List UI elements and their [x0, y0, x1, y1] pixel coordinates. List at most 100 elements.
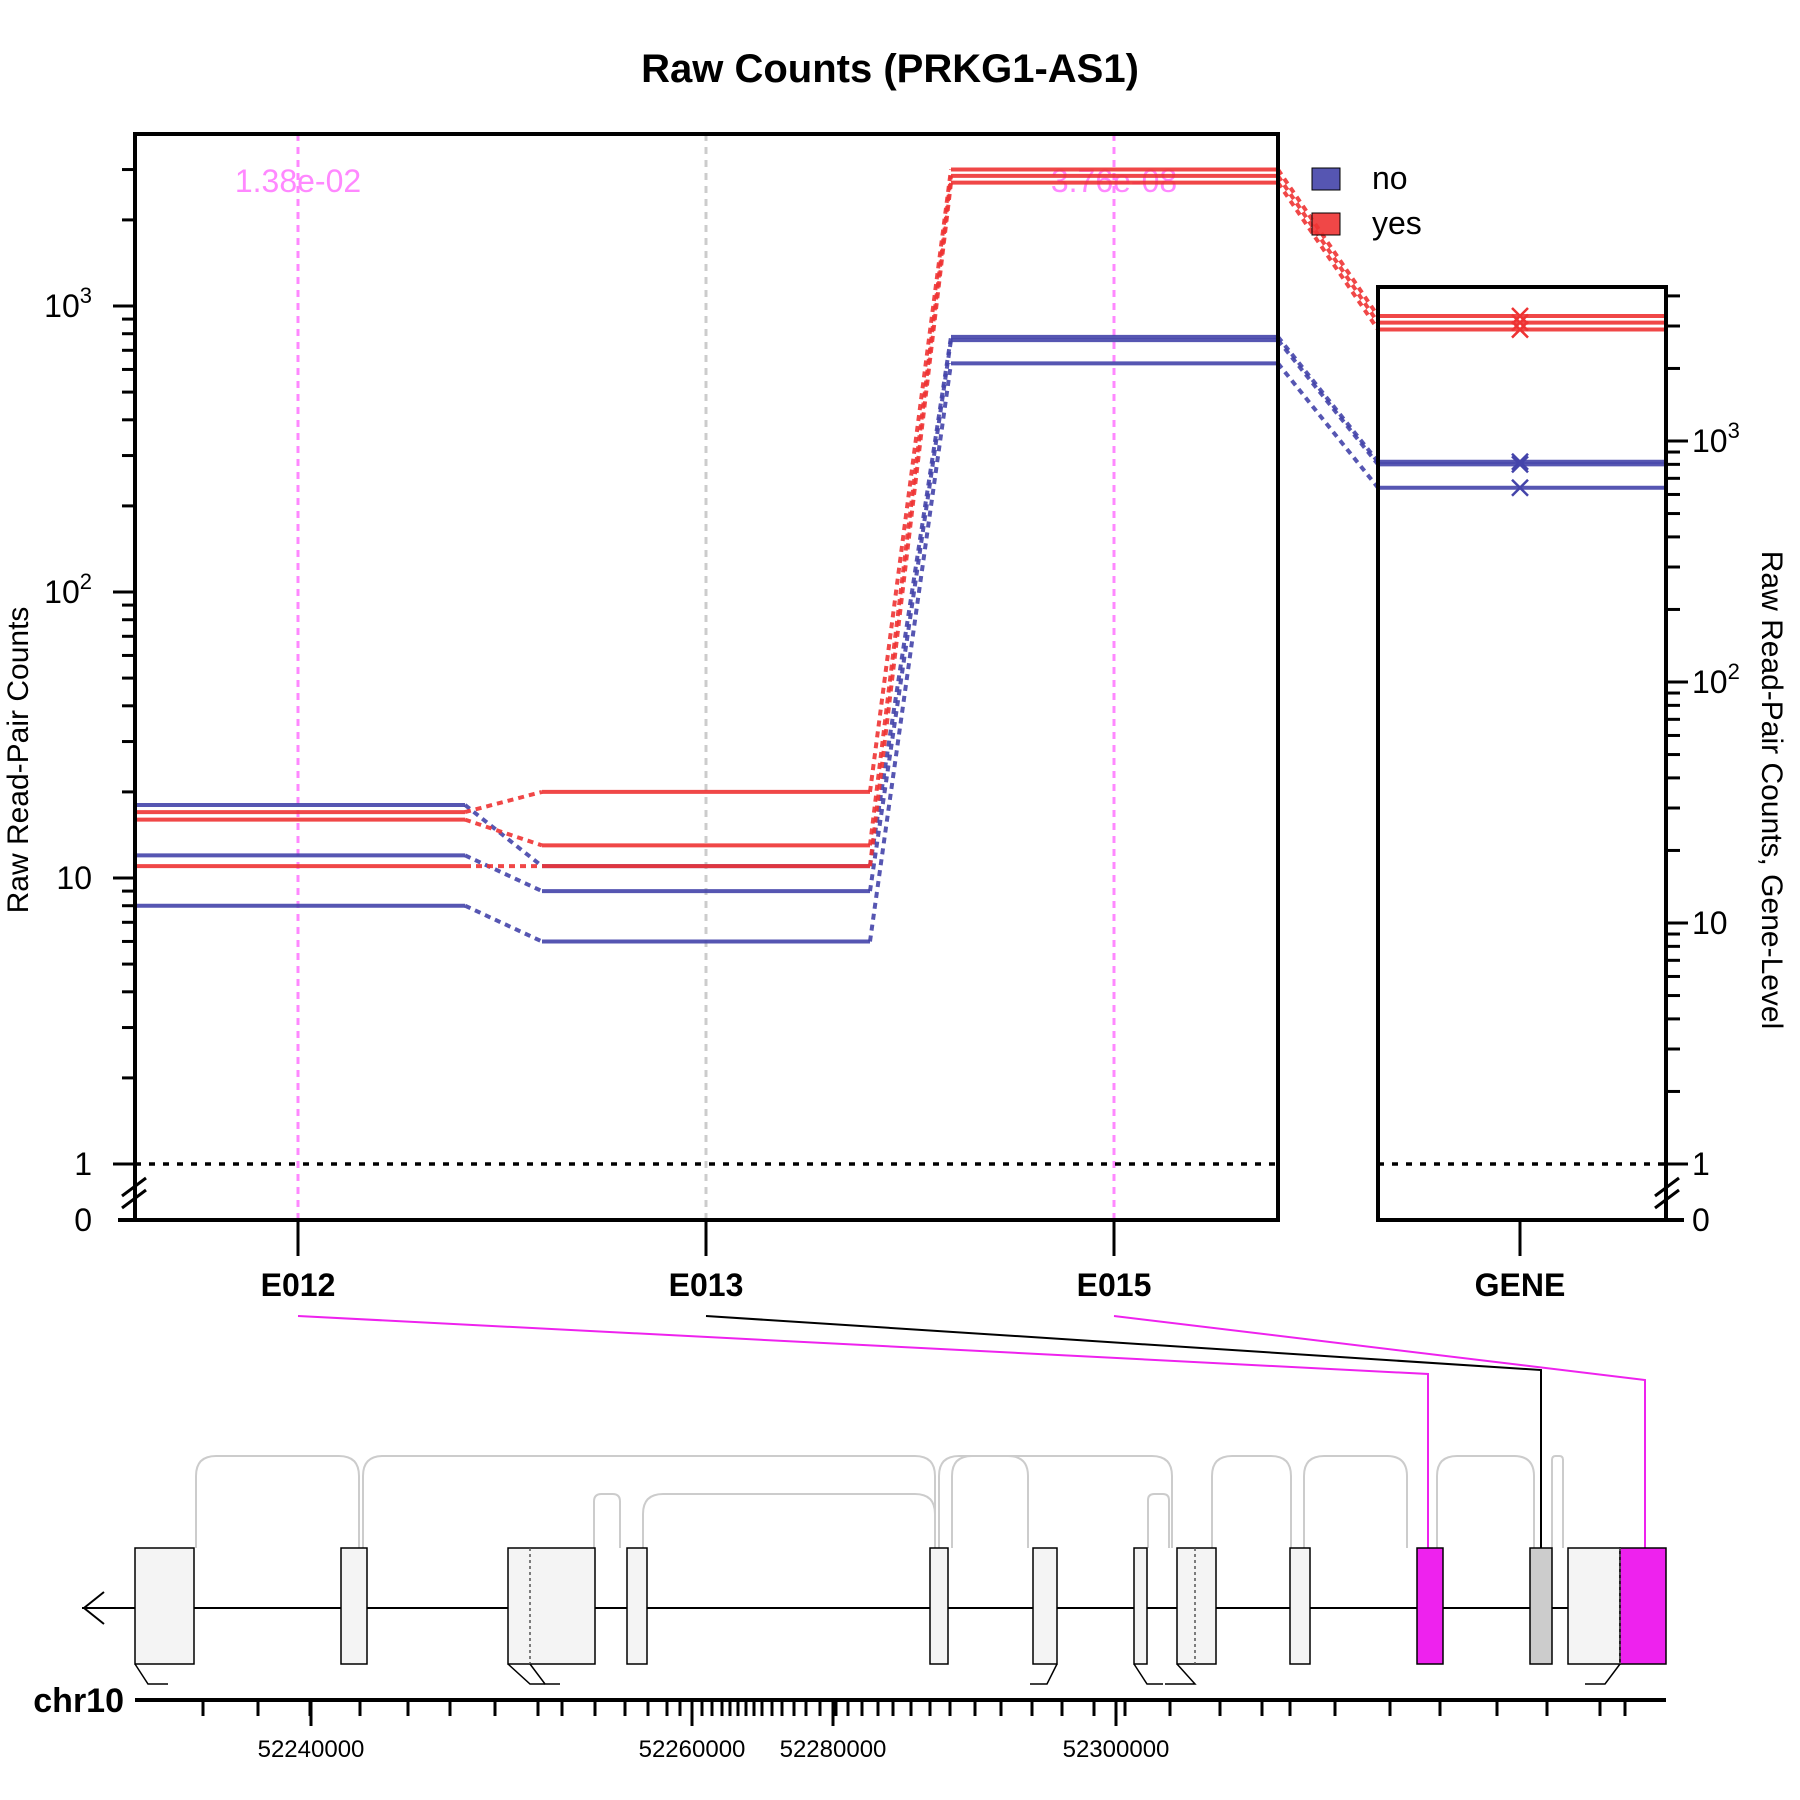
pvalue-label-E012: 1.38e-02	[235, 163, 361, 199]
y-tick-label: 10	[1692, 905, 1728, 941]
gene-connector-line	[1276, 168, 1380, 318]
connector-line	[464, 789, 543, 815]
x-tick-label-E015: E015	[1077, 1267, 1152, 1303]
exon-block	[1032, 1547, 1058, 1665]
y-tick-label: 103	[44, 283, 92, 324]
series-yes-5	[135, 180, 1380, 869]
exon-block	[1289, 1547, 1311, 1665]
coordinate-brackets	[134, 1663, 1621, 1685]
exon-block	[507, 1547, 596, 1665]
connector-line	[463, 803, 544, 868]
exon-block	[1619, 1547, 1667, 1665]
coordinate-bracket	[1585, 1663, 1621, 1685]
series-no-0	[135, 334, 1380, 869]
exon-link-E013	[705, 1315, 1542, 1548]
connector-line	[464, 817, 543, 848]
chromosome-label: chr10	[33, 1682, 124, 1720]
connector-line	[868, 339, 953, 892]
y-axis-left: 0 1 10 102 103	[44, 134, 1278, 1238]
exon-block	[1567, 1547, 1621, 1665]
exon-link-E015	[1113, 1315, 1646, 1548]
genomic-tick-label: 52260000	[639, 1736, 746, 1763]
connector-line	[868, 169, 953, 793]
genomic-tick-label: 52280000	[780, 1736, 887, 1763]
gene-connector-line	[1276, 338, 1380, 466]
exon-block	[1416, 1547, 1444, 1665]
gene-connector-line	[1276, 181, 1380, 331]
gene-point-marker	[1511, 320, 1529, 339]
gene-level-panel: 0 1 10 102 103 GENE	[1376, 285, 1740, 1303]
gene-series-no-2	[1378, 478, 1666, 497]
y-axis-label: Raw Read-Pair Counts	[2, 607, 35, 914]
genomic-tick-label: 52240000	[258, 1736, 365, 1763]
gene-series-yes-5	[1378, 320, 1666, 339]
chart-title: Raw Counts (PRKG1-AS1)	[641, 47, 1139, 91]
gene-model-track: 52240000 52260000 52280000 52300000 chr10	[33, 1455, 1667, 1763]
coordinate-bracket	[529, 1663, 560, 1685]
exon-block	[626, 1547, 648, 1665]
splice-arc	[362, 1455, 936, 1548]
legend-label-no: no	[1372, 160, 1408, 196]
connector-line	[464, 903, 543, 944]
splice-arc	[1303, 1455, 1408, 1548]
splice-arc	[1436, 1455, 1535, 1548]
x-tick-label-GENE: GENE	[1475, 1267, 1566, 1303]
splice-arc	[951, 1455, 1173, 1548]
main-plot-panel: 1.38e-023.76e-080110102103E012E013E015	[44, 132, 1380, 1303]
y-axis-right: 0 1 10 102 103	[1378, 287, 1740, 1238]
axis-break-mark	[121, 1188, 147, 1210]
y-tick-label: 0	[1692, 1202, 1710, 1238]
legend-label-yes: yes	[1372, 205, 1422, 241]
y-tick-label: 102	[1692, 659, 1740, 700]
splice-junction-arcs	[195, 1455, 1564, 1548]
axis-break-mark	[1654, 1176, 1680, 1198]
legend: no yes	[1311, 160, 1422, 241]
exon-block	[1176, 1547, 1217, 1665]
exon-link-E012	[297, 1315, 1429, 1548]
connector-line	[868, 175, 953, 846]
y-tick-label: 1	[1692, 1146, 1710, 1182]
exon-block	[340, 1547, 368, 1665]
gene-connector-line	[1276, 362, 1380, 489]
series-yes-4	[135, 173, 1380, 848]
connector-line	[868, 182, 953, 867]
splice-arc	[642, 1493, 936, 1548]
genomic-axis: 52240000 52260000 52280000 52300000 chr10	[33, 1682, 1666, 1763]
connector-line	[868, 336, 953, 867]
splice-arc	[1147, 1493, 1170, 1548]
legend-swatch-no	[1311, 167, 1341, 191]
gene-plot-frame	[1376, 285, 1668, 1222]
y-tick-label: 10	[56, 860, 92, 896]
splice-arc	[195, 1455, 360, 1548]
y-tick-label: 102	[44, 569, 92, 610]
gene-point-marker	[1511, 455, 1529, 474]
exon-block	[1529, 1547, 1553, 1665]
gene-point-marker	[1511, 452, 1529, 471]
gene-point-marker	[1511, 478, 1529, 497]
strand-arrow-icon	[82, 1591, 105, 1625]
series-yes-3	[135, 167, 1380, 815]
coordinate-bracket	[134, 1663, 168, 1685]
axis-break-mark	[1654, 1188, 1680, 1210]
series-no-2	[135, 361, 1380, 944]
axis-break-mark	[121, 1176, 147, 1198]
exon-block	[929, 1547, 949, 1665]
connector-line	[464, 853, 543, 893]
y-tick-label: 1	[74, 1146, 92, 1182]
connector-line	[868, 363, 953, 942]
exon-block	[1133, 1547, 1148, 1665]
coordinate-bracket	[507, 1663, 545, 1685]
x-tick-label-E013: E013	[669, 1267, 744, 1303]
exon-block	[134, 1547, 195, 1665]
coordinate-bracket	[1030, 1663, 1058, 1685]
y-tick-label: 103	[1692, 418, 1740, 459]
splice-arc	[593, 1493, 621, 1548]
series-no-1	[135, 338, 1380, 894]
coordinate-bracket	[1133, 1663, 1163, 1685]
coordinate-bracket	[1165, 1663, 1197, 1685]
legend-swatch-yes	[1311, 212, 1341, 236]
y-axis-label-right: Raw Read-Pair Counts, Gene-Level	[1755, 551, 1788, 1030]
x-tick-label-E012: E012	[261, 1267, 336, 1303]
gene-series-no-1	[1378, 455, 1666, 474]
